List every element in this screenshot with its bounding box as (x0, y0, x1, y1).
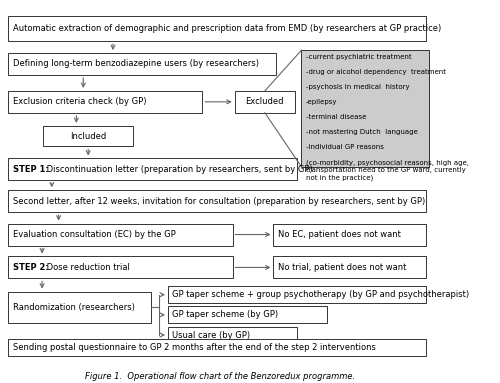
Text: -current psychiatric treatment

-drug or alcohol dependency  treatment

-psychos: -current psychiatric treatment -drug or … (306, 54, 469, 182)
Text: Excluded: Excluded (246, 97, 284, 106)
Bar (8, 91, 202, 113)
Bar (274, 257, 426, 278)
Text: Dose reduction trial: Dose reduction trial (44, 263, 130, 272)
Bar (8, 190, 426, 212)
Text: GP taper scheme (by GP): GP taper scheme (by GP) (172, 310, 279, 319)
Bar (8, 16, 426, 41)
Bar (8, 53, 276, 75)
Bar (168, 327, 297, 344)
Text: Sending postal questionnaire to GP 2 months after the end of the step 2 interven: Sending postal questionnaire to GP 2 mon… (13, 343, 376, 352)
Bar (8, 257, 232, 278)
Bar (168, 306, 328, 323)
Text: Exclusion criteria check (by GP): Exclusion criteria check (by GP) (13, 97, 146, 106)
Text: STEP 1:: STEP 1: (13, 165, 49, 174)
Text: Defining long-term benzodiazepine users (by researchers): Defining long-term benzodiazepine users … (13, 59, 259, 69)
Text: Discontinuation letter (preparation by researchers, sent by GP): Discontinuation letter (preparation by r… (44, 165, 312, 174)
Bar (8, 291, 150, 323)
Text: Randomization (researchers): Randomization (researchers) (13, 303, 134, 312)
Bar (274, 224, 426, 246)
Bar (302, 50, 428, 167)
Bar (8, 339, 426, 356)
Bar (8, 159, 297, 180)
Text: No trial, patient does not want: No trial, patient does not want (278, 263, 406, 272)
Bar (8, 224, 232, 246)
Bar (168, 286, 426, 303)
Text: Second letter, after 12 weeks, invitation for consultation (preparation by resea: Second letter, after 12 weeks, invitatio… (13, 197, 425, 206)
Text: Evaluation consultation (EC) by the GP: Evaluation consultation (EC) by the GP (13, 230, 175, 239)
Text: Automatic extraction of demographic and prescription data from EMD (by researche: Automatic extraction of demographic and … (13, 24, 441, 33)
Text: Included: Included (70, 132, 106, 141)
Text: Usual care (by GP): Usual care (by GP) (172, 331, 250, 340)
Bar (234, 91, 295, 113)
Text: No EC, patient does not want: No EC, patient does not want (278, 230, 400, 239)
Text: STEP 2:: STEP 2: (13, 263, 49, 272)
Text: Figure 1.  Operational flow chart of the Benzoredux programme.: Figure 1. Operational flow chart of the … (84, 372, 354, 381)
Bar (43, 126, 134, 146)
Text: GP taper scheme + group psychotherapy (by GP and psychotherapist): GP taper scheme + group psychotherapy (b… (172, 290, 470, 299)
